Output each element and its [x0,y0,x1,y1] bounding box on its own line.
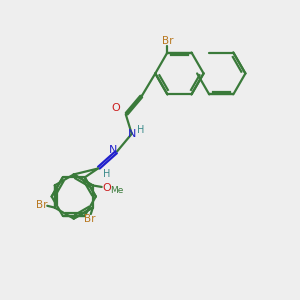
Text: O: O [103,183,111,193]
Text: O: O [111,103,120,113]
Text: N: N [108,145,117,155]
Text: H: H [103,169,110,179]
Text: Br: Br [162,36,173,46]
Text: Br: Br [37,200,48,210]
Text: H: H [137,125,145,135]
Text: Br: Br [84,214,95,224]
Text: N: N [128,129,136,139]
Text: Me: Me [110,186,124,195]
